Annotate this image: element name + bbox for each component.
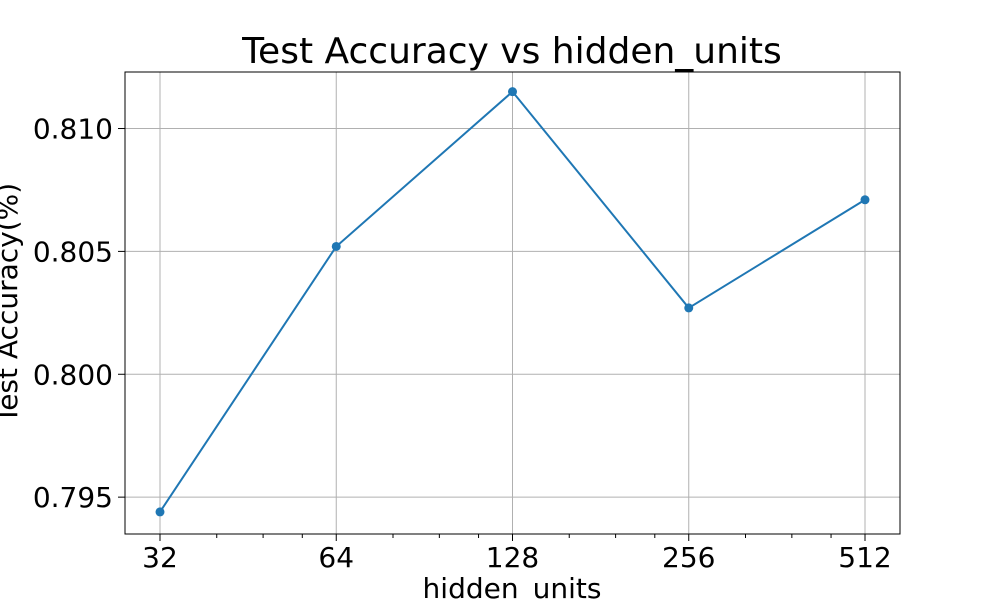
grid <box>125 72 900 534</box>
data-point <box>155 507 165 517</box>
ticks: 32 64 128 256 512 0.795 0.800 0.805 0.810 <box>33 113 892 574</box>
chart-title: Test Accuracy vs hidden_units <box>241 31 782 72</box>
x-tick-label: 512 <box>838 541 891 574</box>
y-tick-label: 0.805 <box>33 235 113 268</box>
data-point <box>331 241 341 251</box>
y-axis-label: Test Accuracy(%) <box>0 183 24 424</box>
series-layer <box>155 87 870 517</box>
data-point <box>860 195 870 205</box>
data-point <box>684 303 694 313</box>
x-tick-label: 64 <box>318 541 354 574</box>
y-tick-label: 0.800 <box>33 358 113 391</box>
y-tick-label: 0.795 <box>33 481 113 514</box>
x-tick-label: 256 <box>662 541 715 574</box>
y-tick-label: 0.810 <box>33 113 113 146</box>
data-point <box>508 87 517 97</box>
x-axis-label: hidden_units <box>423 572 602 600</box>
x-tick-label: 128 <box>486 541 539 574</box>
x-tick-label: 32 <box>142 541 178 574</box>
